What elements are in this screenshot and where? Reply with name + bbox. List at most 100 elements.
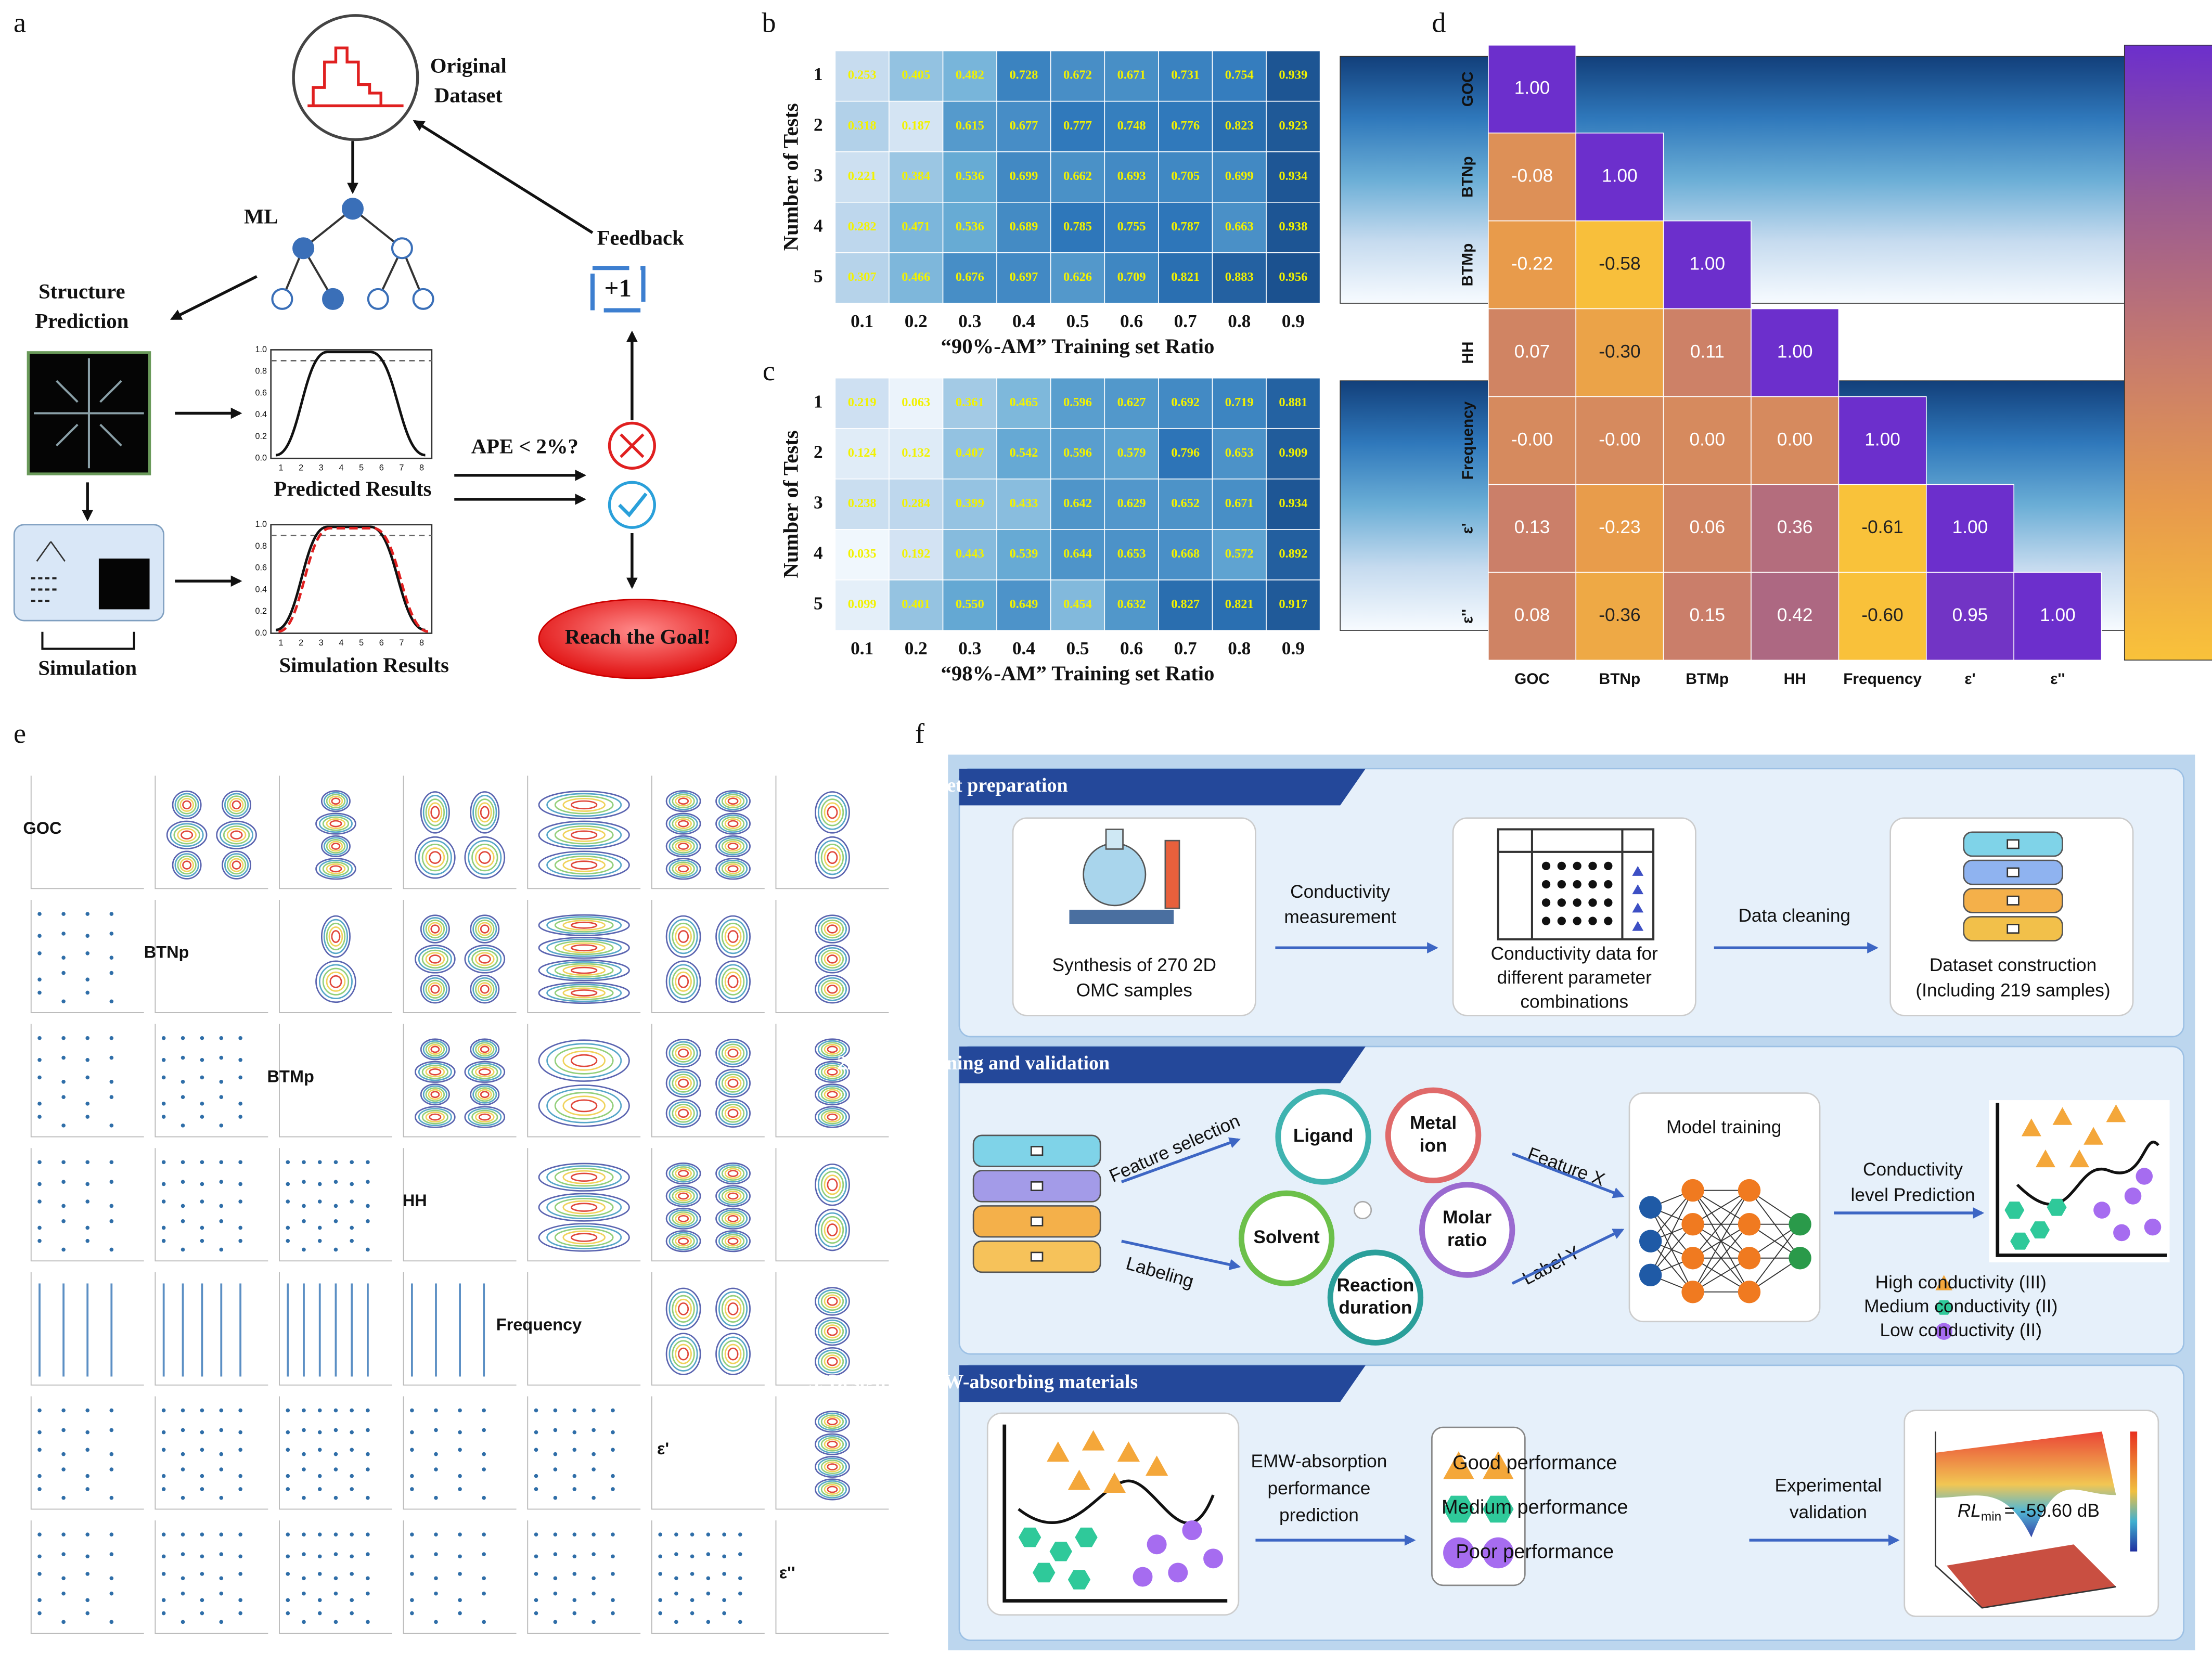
histogram-icon	[307, 46, 404, 108]
medium-marker	[2047, 1198, 2067, 1216]
label: OMC samples	[1076, 980, 1192, 1001]
density-contour	[824, 802, 841, 823]
density-contour	[820, 1352, 844, 1371]
arrow	[413, 120, 594, 234]
label: +1	[605, 274, 632, 302]
heatmap-cell	[1104, 479, 1159, 530]
scatter-point	[286, 1598, 290, 1603]
scatter-point	[286, 1182, 290, 1186]
scatter-point	[238, 1532, 242, 1537]
cell-label: 0.15	[1690, 605, 1726, 625]
cell-label: -0.60	[1861, 605, 1903, 625]
plot-frame	[270, 349, 433, 459]
scatter-point	[658, 1598, 662, 1603]
medium-marker	[2010, 1232, 2030, 1250]
density-contour	[817, 947, 847, 971]
scatter-point	[534, 1487, 538, 1491]
cell-label: 0.06	[1690, 517, 1726, 537]
density-contour	[425, 979, 445, 999]
scatter-point	[238, 1075, 242, 1080]
scatter-point	[85, 912, 90, 916]
scatter-point	[219, 1591, 224, 1596]
density-contour	[718, 837, 748, 856]
density-contour	[554, 795, 614, 815]
pair-axes	[155, 1520, 268, 1634]
density-contour	[665, 835, 701, 858]
density-contour	[468, 947, 502, 971]
density-contour	[721, 1189, 745, 1204]
density-contour	[820, 1482, 844, 1497]
scatter-point	[333, 1180, 338, 1184]
density-contour	[721, 967, 745, 996]
scatter-point	[85, 1182, 90, 1186]
scatter-point	[85, 1408, 90, 1413]
scatter-point	[591, 1428, 596, 1432]
label: Conductivity data for	[1491, 944, 1658, 964]
cell-label: 0.653	[1225, 446, 1254, 460]
network-node	[1639, 1196, 1662, 1219]
scatter-point	[350, 1238, 354, 1243]
density-contour	[229, 797, 244, 812]
tree-node	[412, 288, 434, 310]
heatmap-cell	[1104, 202, 1159, 253]
density-contour	[477, 982, 492, 997]
density-contour	[331, 797, 341, 805]
accept-icon	[608, 481, 656, 529]
density-contour	[222, 790, 252, 820]
panel-label: c	[763, 355, 775, 386]
density-contour	[538, 1084, 630, 1127]
density-contour	[326, 838, 346, 854]
scatter-point	[302, 1552, 306, 1556]
density-contour	[675, 818, 692, 830]
scatter-point	[85, 1075, 90, 1080]
density-contour	[315, 812, 356, 835]
label: Dataset	[434, 83, 503, 107]
scatter-point	[37, 1532, 42, 1537]
density-contour	[571, 1233, 598, 1242]
petal	[1385, 1087, 1482, 1184]
density-contour	[727, 930, 739, 943]
scatter-point	[333, 1428, 338, 1432]
density-contour	[554, 985, 614, 1000]
density-contour	[318, 815, 353, 833]
density-contour	[817, 1412, 847, 1431]
network-node	[1681, 1179, 1704, 1202]
scatter-point	[591, 1467, 596, 1471]
density-contour	[179, 858, 194, 872]
scatter-point	[410, 1408, 414, 1413]
label: Predicted Results	[274, 477, 432, 500]
colorbar	[2124, 44, 2212, 661]
density-contour	[815, 791, 850, 834]
scatter-point	[85, 1572, 90, 1576]
scatter-point	[61, 1247, 66, 1252]
density-contour	[715, 1162, 751, 1185]
x-tick-label: 0.8	[1228, 638, 1251, 658]
scatter-point	[350, 1160, 354, 1165]
rl-rest: = -59.60 dB	[2004, 1501, 2100, 1521]
density-contour	[668, 1291, 698, 1327]
cell-label: 0.671	[1117, 68, 1146, 82]
density-contour	[329, 975, 342, 988]
heatmap-cell	[1104, 579, 1159, 631]
density-contour	[817, 1085, 847, 1104]
density-contour	[672, 1074, 695, 1093]
arrow	[1121, 1137, 1241, 1183]
plot-tick-label: 8	[419, 463, 424, 473]
pair-axes	[403, 1024, 517, 1138]
legend-label: Low conductivity (II)	[1880, 1320, 2041, 1340]
density-contour	[675, 1213, 692, 1224]
table-triangle	[1632, 884, 1644, 895]
y-tick-label: HH	[1459, 342, 1476, 364]
heatmap-cell	[1266, 100, 1321, 152]
density-contour	[538, 790, 630, 820]
density-contour	[562, 965, 606, 976]
scatter-point	[61, 1219, 66, 1223]
density-contour	[474, 847, 495, 868]
prediction-axes	[1996, 1103, 2167, 1257]
density-contour	[182, 860, 192, 870]
density-contour	[421, 844, 449, 872]
pair-axes	[155, 1024, 268, 1138]
good-marker	[1482, 1451, 1514, 1479]
cell-label: -0.23	[1599, 517, 1640, 537]
density-contour	[820, 1042, 844, 1057]
